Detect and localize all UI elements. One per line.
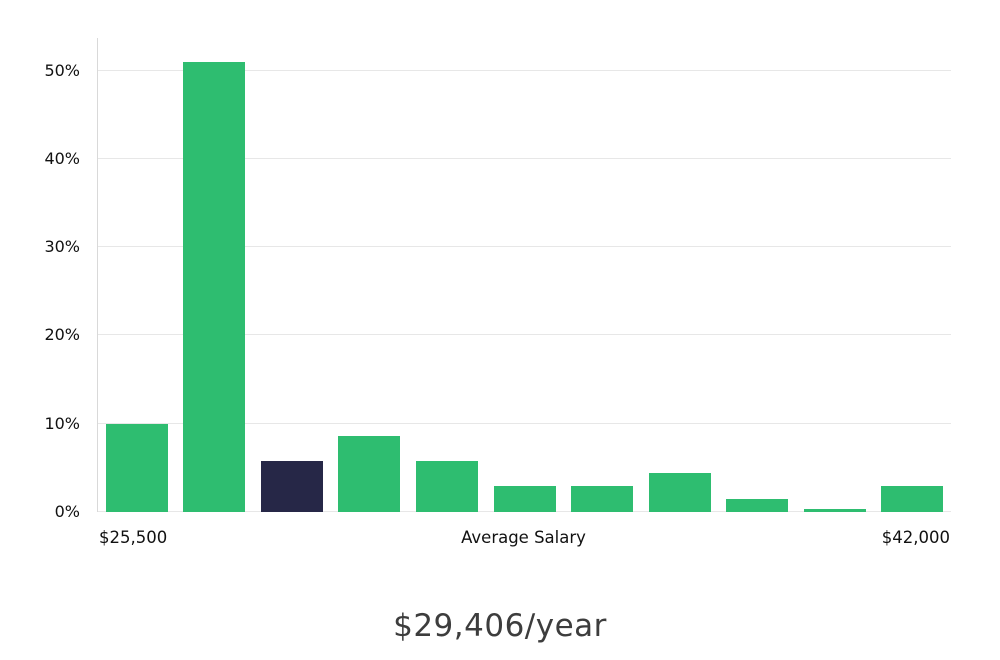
bar bbox=[648, 473, 711, 512]
bar bbox=[571, 486, 634, 512]
x-label-axis-title: Average Salary bbox=[461, 528, 586, 547]
average-salary-value: $29,406/year bbox=[393, 608, 607, 644]
x-axis: $25,500 Average Salary $42,000 bbox=[97, 528, 950, 554]
y-tick-label: 10% bbox=[44, 413, 80, 433]
bar bbox=[338, 436, 401, 512]
bar-highlighted bbox=[260, 460, 323, 512]
gridline bbox=[98, 334, 951, 336]
x-label-min-salary: $25,500 bbox=[99, 528, 168, 547]
plot-area bbox=[97, 38, 951, 512]
bar bbox=[183, 61, 246, 512]
gridline bbox=[98, 246, 951, 248]
bar bbox=[493, 486, 556, 512]
y-tick-label: 20% bbox=[44, 325, 80, 345]
bar bbox=[881, 486, 944, 512]
bar bbox=[726, 498, 789, 512]
gridline bbox=[98, 69, 951, 71]
bar bbox=[415, 460, 478, 512]
bar bbox=[803, 509, 866, 512]
gridline bbox=[98, 422, 951, 424]
y-tick-label: 40% bbox=[44, 148, 80, 168]
y-tick-label: 0% bbox=[54, 502, 80, 521]
x-label-max-salary: $42,000 bbox=[881, 528, 950, 547]
bar bbox=[105, 423, 168, 512]
y-tick-label: 30% bbox=[44, 237, 80, 257]
y-tick-label: 50% bbox=[44, 60, 80, 80]
y-axis: 0% 10% 20% 30% 40% 50% bbox=[0, 38, 90, 521]
gridline bbox=[98, 157, 951, 159]
